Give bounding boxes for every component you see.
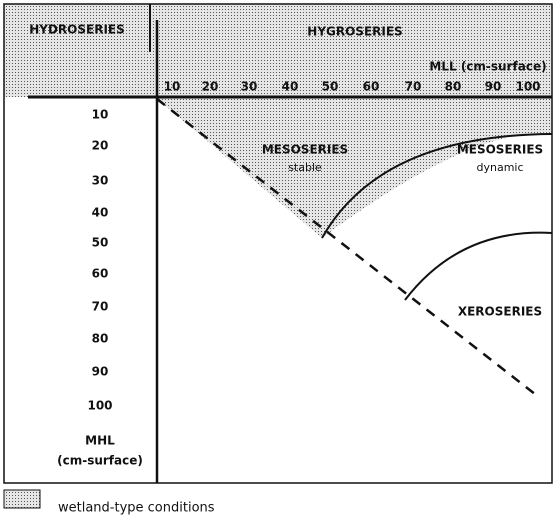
region-name: MESOSERIES xyxy=(262,143,348,157)
y-tick-label: 10 xyxy=(92,108,109,122)
x-tick-label: 50 xyxy=(322,80,339,94)
boundary-curve xyxy=(404,231,553,301)
legend-swatch xyxy=(3,489,41,509)
x-tick-label: 40 xyxy=(282,80,299,94)
y-tick-label: 60 xyxy=(92,267,109,281)
y-axis-label: MHL xyxy=(85,434,115,448)
frame xyxy=(3,3,553,484)
x-tick-label: 100 xyxy=(515,80,540,94)
region-name: XEROSERIES xyxy=(458,305,542,319)
y-tick-label: 100 xyxy=(87,399,112,413)
boundary-curve xyxy=(321,133,553,239)
x-tick-label: 20 xyxy=(202,80,219,94)
y-tick-label: 20 xyxy=(92,139,109,153)
region-name: MESOSERIES xyxy=(457,143,543,157)
x-tick-label: 10 xyxy=(164,80,181,94)
header-right: HYGROSERIES xyxy=(307,25,402,39)
region-sub: dynamic xyxy=(476,161,523,174)
wetland-area xyxy=(155,97,552,238)
y-tick-label: 80 xyxy=(92,332,109,346)
x-tick-label: 60 xyxy=(363,80,380,94)
x-axis-label: MLL (cm-surface) xyxy=(429,60,546,74)
x-tick-label: 90 xyxy=(485,80,502,94)
dashed-boundary xyxy=(156,98,541,399)
region-sub: stable xyxy=(288,161,322,174)
y-tick-label: 30 xyxy=(92,174,109,188)
y-tick-label: 40 xyxy=(92,206,109,220)
y-axis-label: (cm-surface) xyxy=(57,454,143,468)
y-tick-label: 90 xyxy=(92,365,109,379)
y-tick-label: 70 xyxy=(92,300,109,314)
y-tick-label: 50 xyxy=(92,236,109,250)
header-shade xyxy=(4,4,552,97)
x-tick-label: 80 xyxy=(445,80,462,94)
legend-label: wetland-type conditions xyxy=(58,501,215,516)
header-left: HYDROSERIES xyxy=(29,23,125,37)
x-tick-label: 30 xyxy=(241,80,258,94)
x-tick-label: 70 xyxy=(405,80,422,94)
